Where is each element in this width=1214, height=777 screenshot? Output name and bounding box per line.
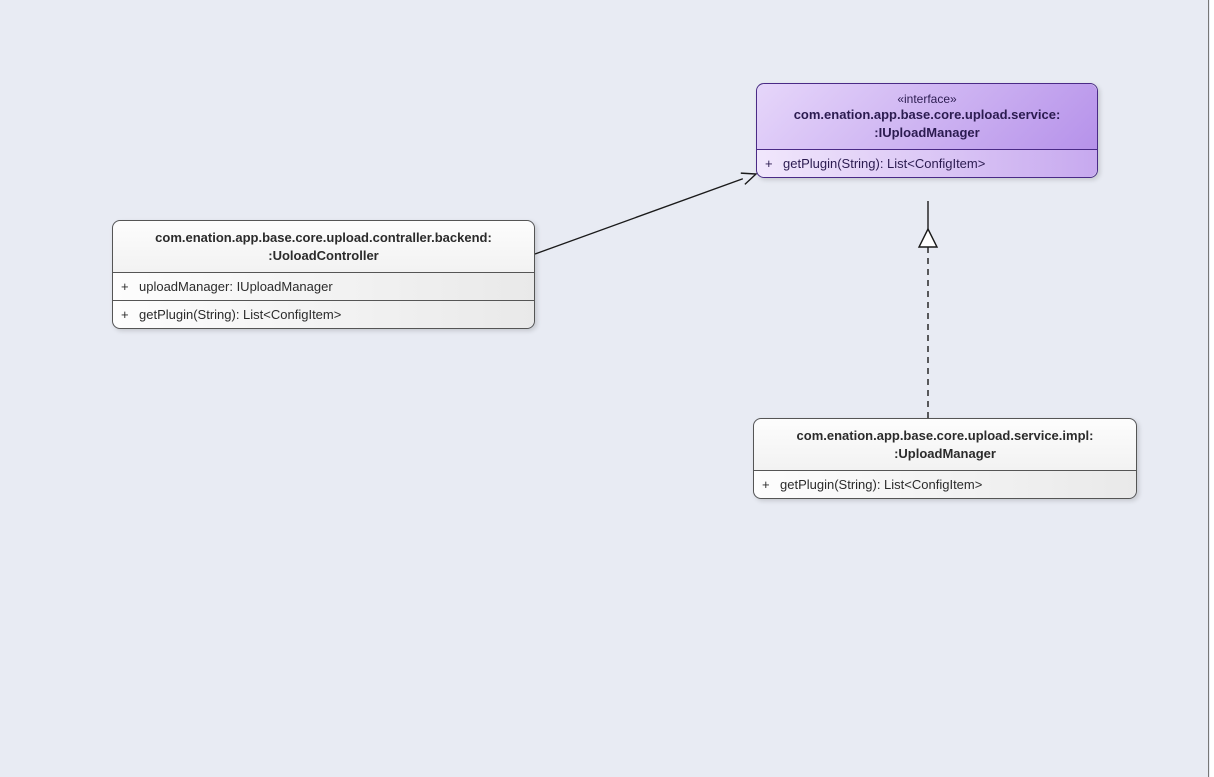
member-signature: getPlugin(String): List<ConfigItem> (780, 477, 1128, 492)
uml-member: +uploadManager: IUploadManager (121, 279, 526, 294)
member-signature: uploadManager: IUploadManager (139, 279, 526, 294)
uml-operations-section: +getPlugin(String): List<ConfigItem> (757, 150, 1097, 177)
visibility-symbol: + (762, 477, 780, 492)
arrowhead-icon (741, 173, 756, 184)
visibility-symbol: + (121, 279, 139, 294)
uml-class-impl[interactable]: com.enation.app.base.core.upload.service… (753, 418, 1137, 499)
uml-operations-section: +getPlugin(String): List<ConfigItem> (113, 301, 534, 328)
diagram-canvas: com.enation.app.base.core.upload.contral… (0, 0, 1210, 777)
class-name-line: :UploadManager (764, 445, 1126, 463)
connector-line (535, 179, 743, 254)
uml-class-controller[interactable]: com.enation.app.base.core.upload.contral… (112, 220, 535, 329)
class-name-line: :IUploadManager (767, 124, 1087, 142)
member-signature: getPlugin(String): List<ConfigItem> (783, 156, 1089, 171)
uml-class-header: com.enation.app.base.core.upload.contral… (113, 221, 534, 273)
visibility-symbol: + (121, 307, 139, 322)
class-name-line: com.enation.app.base.core.upload.contral… (123, 229, 524, 247)
arrowhead-icon (919, 229, 937, 247)
uml-operations-section: +getPlugin(String): List<ConfigItem> (754, 471, 1136, 498)
class-name-line: :UoloadController (123, 247, 524, 265)
uml-class-header: «interface»com.enation.app.base.core.upl… (757, 84, 1097, 150)
stereotype-label: «interface» (767, 92, 1087, 106)
member-signature: getPlugin(String): List<ConfigItem> (139, 307, 526, 322)
uml-member: +getPlugin(String): List<ConfigItem> (765, 156, 1089, 171)
visibility-symbol: + (765, 156, 783, 171)
uml-class-iface[interactable]: «interface»com.enation.app.base.core.upl… (756, 83, 1098, 178)
uml-class-header: com.enation.app.base.core.upload.service… (754, 419, 1136, 471)
page-border-rule (1208, 0, 1209, 777)
uml-attributes-section: +uploadManager: IUploadManager (113, 273, 534, 301)
uml-member: +getPlugin(String): List<ConfigItem> (762, 477, 1128, 492)
uml-member: +getPlugin(String): List<ConfigItem> (121, 307, 526, 322)
class-name-line: com.enation.app.base.core.upload.service… (764, 427, 1126, 445)
class-name-line: com.enation.app.base.core.upload.service… (767, 106, 1087, 124)
